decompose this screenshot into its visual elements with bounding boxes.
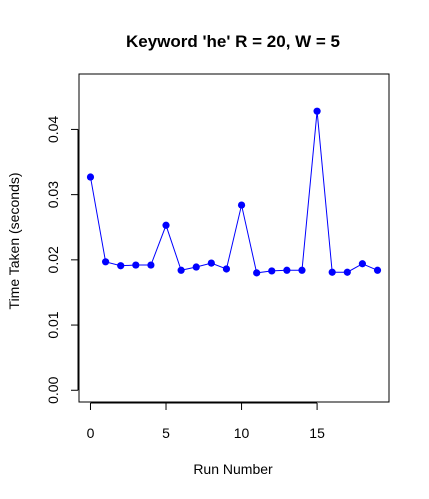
y-tick-label: 0.03 [45, 181, 61, 208]
data-point [358, 260, 367, 268]
x-axis: 0 5 10 15 [87, 402, 325, 441]
y-tick-label: 0.01 [45, 311, 61, 338]
chart-title: Keyword 'he' R = 20, W = 5 [126, 32, 340, 51]
data-point [237, 201, 246, 209]
data-point [101, 258, 110, 266]
y-tick-label: 0.02 [45, 246, 61, 273]
y-tick-label: 0.00 [45, 376, 61, 403]
x-tick-label: 0 [87, 425, 95, 441]
data-point [162, 221, 170, 229]
data-point [207, 259, 215, 267]
data-point [313, 107, 321, 115]
data-point [222, 265, 231, 273]
plot-frame [78, 73, 390, 403]
y-axis: 0.00 0.01 0.02 0.03 0.04 [45, 116, 79, 404]
data-point [117, 262, 125, 270]
series-layer [86, 107, 382, 277]
y-axis-label: Time Taken (seconds) [6, 173, 22, 310]
data-point [86, 173, 95, 181]
series-line [89, 111, 378, 274]
data-point [192, 263, 200, 271]
data-point [177, 266, 185, 274]
x-axis-label: Run Number [193, 461, 273, 477]
x-tick-label: 10 [234, 425, 250, 441]
x-tick-label: 15 [309, 425, 325, 441]
data-point [147, 261, 155, 269]
data-point [373, 266, 382, 274]
data-point [132, 261, 140, 269]
data-point [268, 267, 276, 275]
data-point [328, 268, 336, 276]
data-point [253, 269, 261, 277]
x-tick-label: 5 [162, 425, 170, 441]
data-point [298, 266, 306, 274]
data-point [283, 266, 291, 274]
data-point [343, 268, 351, 276]
y-tick-label: 0.04 [45, 116, 61, 143]
